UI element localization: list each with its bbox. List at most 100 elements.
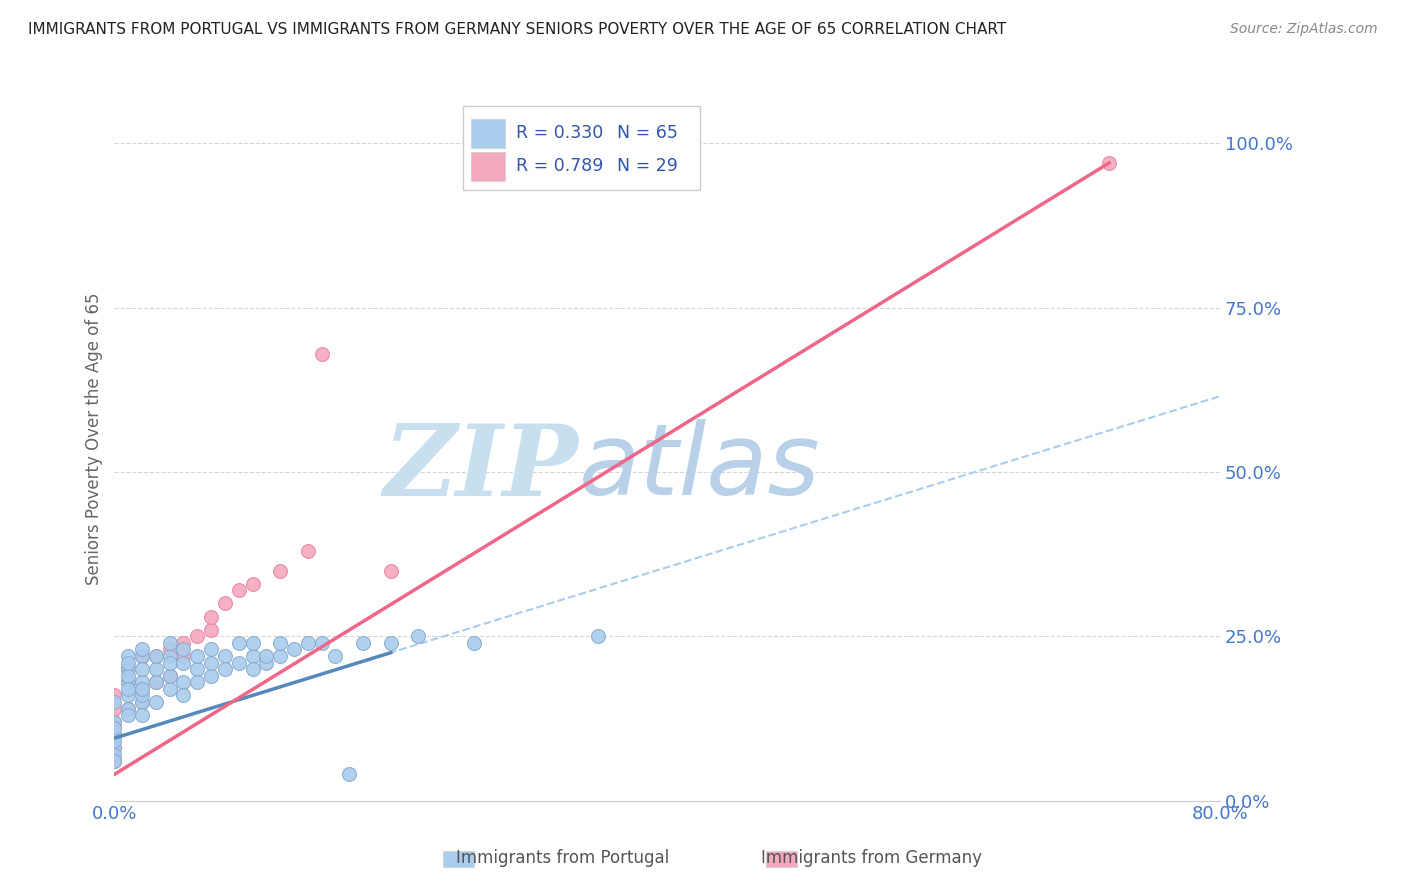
Text: IMMIGRANTS FROM PORTUGAL VS IMMIGRANTS FROM GERMANY SENIORS POVERTY OVER THE AGE: IMMIGRANTS FROM PORTUGAL VS IMMIGRANTS F… bbox=[28, 22, 1007, 37]
Point bbox=[297, 543, 319, 558]
Point bbox=[131, 648, 153, 663]
Text: Source: ZipAtlas.com: Source: ZipAtlas.com bbox=[1230, 22, 1378, 37]
Point bbox=[586, 629, 609, 643]
Point bbox=[200, 656, 222, 670]
Point bbox=[311, 346, 333, 360]
Point bbox=[131, 648, 153, 663]
Point bbox=[131, 689, 153, 703]
Point bbox=[131, 681, 153, 696]
Point bbox=[269, 564, 291, 578]
Point bbox=[103, 695, 125, 709]
Point bbox=[228, 583, 250, 598]
Point bbox=[173, 689, 195, 703]
Point bbox=[145, 695, 167, 709]
Point bbox=[117, 662, 139, 676]
Text: N = 29: N = 29 bbox=[617, 157, 678, 176]
Point bbox=[311, 636, 333, 650]
Point bbox=[269, 636, 291, 650]
Point bbox=[117, 701, 139, 715]
Point bbox=[254, 648, 277, 663]
Point bbox=[352, 636, 374, 650]
Point bbox=[131, 675, 153, 690]
Point bbox=[242, 662, 264, 676]
Point bbox=[159, 636, 181, 650]
Point bbox=[1098, 156, 1121, 170]
Point bbox=[131, 708, 153, 723]
Point bbox=[242, 576, 264, 591]
Point bbox=[131, 695, 153, 709]
Point bbox=[117, 675, 139, 690]
Text: N = 65: N = 65 bbox=[617, 124, 678, 142]
Point bbox=[380, 564, 402, 578]
Point bbox=[103, 741, 125, 756]
Point bbox=[145, 675, 167, 690]
Point bbox=[173, 636, 195, 650]
Point bbox=[145, 648, 167, 663]
Text: Immigrants from Germany: Immigrants from Germany bbox=[761, 849, 983, 867]
Point bbox=[103, 714, 125, 729]
Point bbox=[159, 656, 181, 670]
Y-axis label: Seniors Poverty Over the Age of 65: Seniors Poverty Over the Age of 65 bbox=[86, 293, 103, 585]
Point bbox=[145, 662, 167, 676]
Point bbox=[200, 669, 222, 683]
Point bbox=[380, 636, 402, 650]
Point bbox=[117, 681, 139, 696]
Point bbox=[242, 636, 264, 650]
Point bbox=[186, 675, 208, 690]
Point bbox=[254, 656, 277, 670]
Point bbox=[173, 648, 195, 663]
Point bbox=[269, 648, 291, 663]
Point bbox=[131, 642, 153, 657]
Point bbox=[228, 636, 250, 650]
Point bbox=[117, 648, 139, 663]
Point bbox=[200, 623, 222, 637]
Text: Immigrants from Portugal: Immigrants from Portugal bbox=[456, 849, 669, 867]
Point bbox=[297, 636, 319, 650]
Point bbox=[103, 754, 125, 768]
Point bbox=[103, 754, 125, 768]
Point bbox=[131, 695, 153, 709]
Point bbox=[325, 648, 347, 663]
Point bbox=[214, 662, 236, 676]
Point bbox=[186, 662, 208, 676]
Point bbox=[145, 648, 167, 663]
Point bbox=[117, 689, 139, 703]
Text: ZIP: ZIP bbox=[384, 420, 579, 516]
Point bbox=[103, 741, 125, 756]
Point bbox=[200, 609, 222, 624]
Point bbox=[103, 714, 125, 729]
Point bbox=[242, 648, 264, 663]
Point bbox=[131, 681, 153, 696]
Point bbox=[159, 669, 181, 683]
Point bbox=[103, 734, 125, 748]
Point bbox=[117, 701, 139, 715]
FancyBboxPatch shape bbox=[471, 152, 505, 181]
Point bbox=[117, 675, 139, 690]
Text: R = 0.330: R = 0.330 bbox=[516, 124, 603, 142]
Point bbox=[173, 656, 195, 670]
Point bbox=[103, 728, 125, 742]
Point bbox=[103, 747, 125, 762]
Point bbox=[186, 648, 208, 663]
FancyBboxPatch shape bbox=[471, 119, 505, 147]
Point bbox=[337, 767, 360, 781]
Point bbox=[131, 662, 153, 676]
Point bbox=[173, 675, 195, 690]
Point bbox=[228, 656, 250, 670]
Point bbox=[159, 669, 181, 683]
Point bbox=[117, 656, 139, 670]
Point bbox=[103, 689, 125, 703]
Point bbox=[186, 629, 208, 643]
Point bbox=[117, 669, 139, 683]
Point bbox=[214, 648, 236, 663]
Point bbox=[283, 642, 305, 657]
Point bbox=[214, 596, 236, 610]
Point bbox=[145, 675, 167, 690]
Point bbox=[117, 708, 139, 723]
Point bbox=[103, 701, 125, 715]
Point bbox=[200, 642, 222, 657]
Point bbox=[103, 721, 125, 735]
Point bbox=[463, 636, 485, 650]
Point bbox=[159, 681, 181, 696]
Point bbox=[408, 629, 430, 643]
